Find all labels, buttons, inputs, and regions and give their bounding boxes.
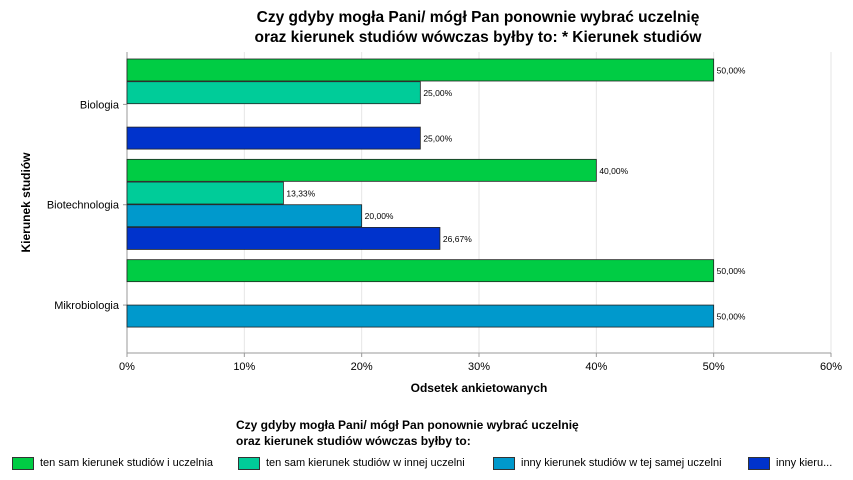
legend-title-line-1: Czy gdyby mogła Pani/ mógł Pan ponownie … [236,418,579,432]
x-tick-label: 40% [585,361,607,373]
bar [126,81,421,105]
legend-title: Czy gdyby mogła Pani/ mógł Pan ponownie … [236,417,579,449]
data-label: 25,00% [423,134,452,144]
bar [126,259,715,283]
data-label: 13,33% [286,189,315,199]
bar [126,304,715,328]
data-label: 40,00% [599,166,628,176]
category-label: Mikrobiologia [54,300,120,312]
legend-swatch [748,456,770,470]
legend-label: ten sam kierunek studiów i uczelnia [40,457,214,469]
data-label: 20,00% [365,211,394,221]
category-label: Biologia [80,99,120,111]
data-label: 50,00% [717,312,746,322]
x-tick-label: 20% [351,361,373,373]
x-tick-label: 60% [820,361,842,373]
bar [126,181,284,205]
chart-title: Czy gdyby mogła Pani/ mógł Pan ponownie … [126,8,830,48]
bar [126,58,715,82]
data-label: 26,67% [443,234,472,244]
chart-title-line-1: Czy gdyby mogła Pani/ mógł Pan ponownie … [256,9,700,26]
bar [126,126,421,150]
bar [126,227,441,250]
bar [126,158,597,182]
category-label: Biotechnologia [47,200,120,212]
legend-swatch [493,456,515,470]
x-tick-label: 50% [703,361,725,373]
x-axis-title: Odsetek ankietowanych [411,381,548,395]
chart-title-line-2: oraz kierunek studiów wówczas byłby to: … [254,29,702,46]
bar-chart: 0% 10% 20% 30% 40% 50% 60% Odsetek ankietowanyc… [19,52,842,395]
data-label: 50,00% [717,266,746,276]
legend-label: ten sam kierunek studiów w innej uczelni [266,457,465,469]
legend-item: inny kieru... [748,456,832,470]
y-axis-title: Kierunek studiów [19,152,33,253]
x-tick-label: 0% [119,361,135,373]
legend-label: inny kieru... [776,457,833,469]
legend-title-line-2: oraz kierunek studiów wówczas byłby to: [236,434,471,448]
x-tick-label: 10% [233,361,255,373]
x-tick-label: 30% [468,361,490,373]
legend-label: inny kierunek studiów w tej samej uczeln… [521,457,722,469]
legend-item: inny kierunek studiów w tej samej uczeln… [493,456,722,470]
legend: ten sam kierunek studiów i uczelnia ten s… [12,456,842,472]
data-label: 50,00% [717,66,746,76]
legend-item: ten sam kierunek studiów w innej uczelni [238,456,465,470]
legend-swatch [238,456,260,470]
legend-swatch [12,456,34,470]
bar [126,204,363,228]
legend-item: ten sam kierunek studiów i uczelnia [12,456,213,470]
data-label: 25,00% [423,88,452,98]
